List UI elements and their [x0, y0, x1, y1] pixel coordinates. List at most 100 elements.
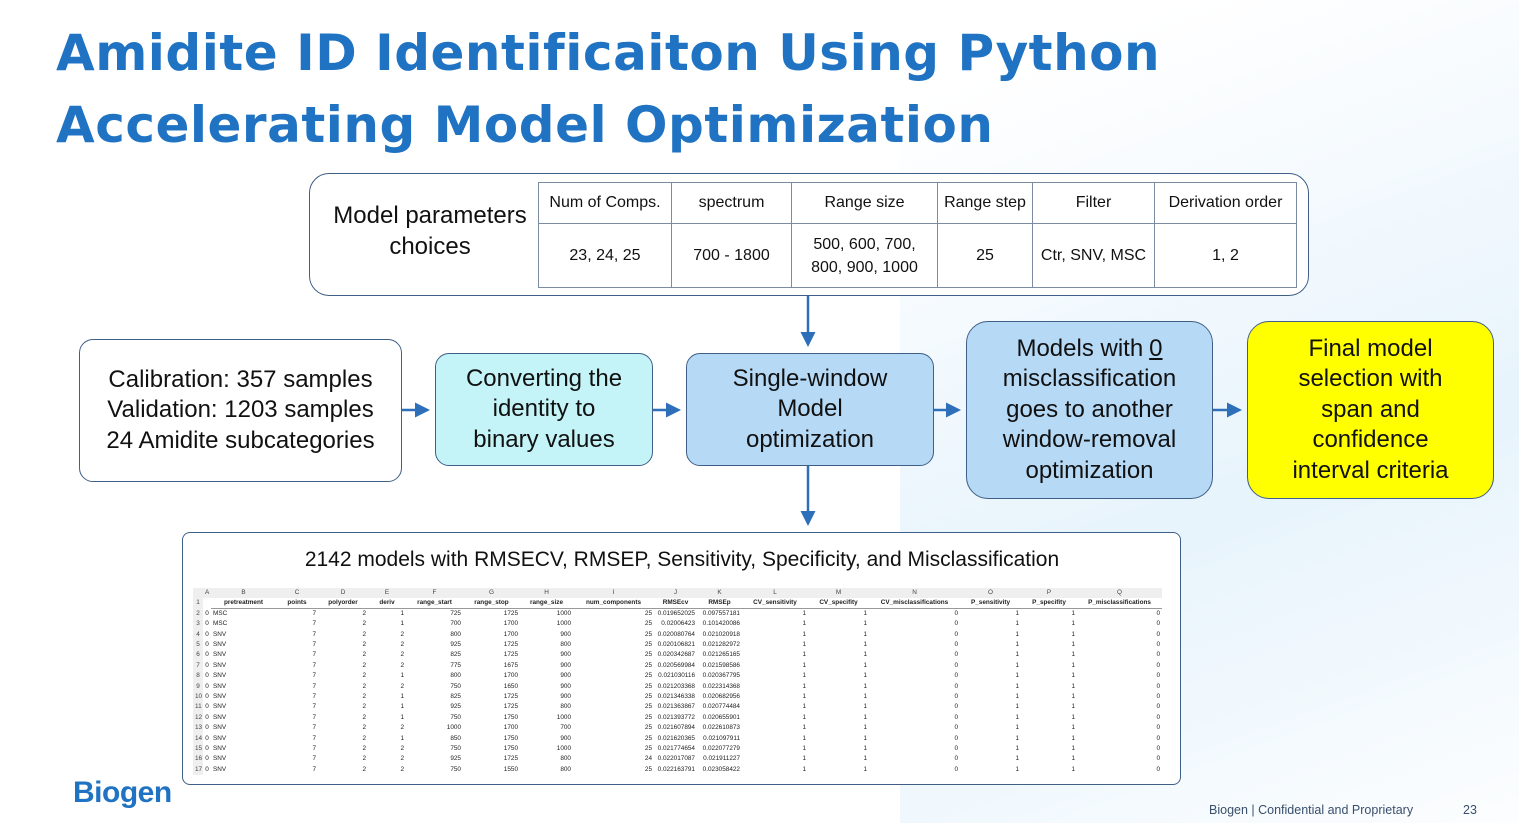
sheet-cell: 0.022017087 — [657, 755, 695, 763]
box-line: interval criteria — [1292, 456, 1449, 484]
sheet-cell: SNV — [213, 734, 227, 742]
sheet-cell: 900 — [560, 651, 571, 659]
sheet-cell: 2 — [400, 641, 404, 648]
row-number: 10 — [193, 692, 203, 703]
sheet-cell: 1 — [1015, 745, 1019, 752]
column-header: deriv — [368, 598, 406, 609]
sheet-cell: 0.021020918 — [702, 630, 740, 638]
sheet-cell: 1000 — [556, 609, 571, 617]
sheet-cell: 1 — [802, 693, 806, 700]
sheet-cell: 0 — [205, 641, 209, 648]
sheet-cell: 1 — [802, 703, 806, 711]
spreadsheet: A B C D E F G H I J K L M N O P Q 1 pretreatment points poly… — [193, 588, 1173, 778]
sheet-cell: 925 — [450, 703, 461, 711]
sheet-cell: 0 — [1156, 630, 1160, 638]
sheet-cell: 0 — [205, 661, 209, 669]
sheet-cell: 1 — [1071, 693, 1075, 700]
sheet-cell: 0 — [954, 734, 958, 742]
sheet-cell: 0 — [954, 745, 958, 752]
sheet-cell: 1 — [802, 734, 806, 742]
sheet-cell: 0 — [954, 651, 958, 659]
results-caption: 2142 models with RMSECV, RMSEP, Sensitiv… — [304, 548, 1060, 571]
sheet-cell: 0.097557181 — [702, 609, 740, 617]
sheet-cell: 1550 — [503, 765, 518, 773]
sheet-cell: 1 — [802, 713, 806, 721]
sheet-cell: 0 — [205, 724, 209, 732]
column-letter: Q — [1077, 588, 1162, 599]
sheet-cell: 1 — [1071, 651, 1075, 659]
sheet-cell: 2 — [362, 682, 366, 690]
row-number: 14 — [193, 733, 203, 744]
sheet-cell: SNV — [213, 672, 227, 680]
sheet-cell: 0.019652025 — [657, 609, 695, 617]
sheet-cell: 1 — [1071, 703, 1075, 711]
sheet-cell: 775 — [450, 661, 461, 669]
sheet-cell: 850 — [450, 734, 461, 742]
sheet-cell: 0.021097911 — [703, 734, 740, 742]
sheet-cell: 7 — [312, 693, 316, 700]
sheet-cell: 1700 — [503, 630, 518, 638]
sheet-cell: 1000 — [556, 620, 571, 628]
sheet-cell: 0.022077279 — [702, 745, 740, 752]
box-line: Final model — [1308, 334, 1433, 362]
table-cell: 25 — [937, 223, 1033, 288]
sheet-cell: 24 — [644, 755, 652, 763]
table-cell: Ctr, SNV, MSC — [1032, 223, 1155, 288]
sheet-cell: 1 — [1071, 682, 1075, 690]
page-number: 23 — [1463, 803, 1477, 817]
box-text: Models with — [1016, 334, 1144, 362]
sheet-cell: 1 — [802, 724, 806, 732]
sheet-cell: 0.021030116 — [658, 672, 695, 680]
sheet-cell: 0.021774654 — [657, 745, 695, 752]
sheet-cell: 7 — [312, 630, 316, 638]
sheet-cell: 7 — [312, 755, 316, 763]
sheet-cell: 7 — [312, 765, 316, 773]
sheet-cell: 0 — [954, 755, 958, 763]
column-letter: J — [654, 588, 697, 599]
box-line: goes to another — [1006, 395, 1173, 423]
column-header: CV_sensitivity — [742, 598, 808, 609]
sheet-cell: 1700 — [503, 672, 518, 680]
sheet-cell: 0 — [1156, 651, 1160, 659]
column-letter: F — [406, 588, 463, 599]
sheet-cell: SNV — [213, 765, 227, 773]
sheet-cell: 1 — [1071, 724, 1075, 732]
sheet-cell: 0 — [954, 620, 958, 628]
sheet-cell: 0.022163791 — [657, 765, 695, 773]
sheet-cell: 0.021607894 — [657, 724, 695, 732]
sheet-cell: 2 — [400, 682, 404, 690]
sheet-cell: 0 — [954, 682, 958, 690]
table-cell: 23, 24, 25 — [538, 223, 672, 288]
sheet-cell: 700 — [560, 724, 571, 732]
sheet-cell: 0 — [1156, 682, 1160, 690]
sheet-cell: 1 — [1015, 713, 1019, 721]
sheet-cell: 1700 — [503, 724, 518, 732]
sheet-cell: 750 — [450, 745, 461, 752]
parameters-label: Model parameters choices — [333, 202, 527, 260]
sheet-cell: 1 — [1015, 609, 1019, 617]
sheet-cell: SNV — [213, 693, 227, 700]
sheet-cell: 2 — [362, 734, 366, 742]
sheet-cell: 0 — [205, 713, 209, 721]
sheet-cell: 2 — [362, 651, 366, 659]
sheet-cell: 2 — [362, 703, 366, 711]
sheet-cell: 0 — [1156, 765, 1160, 773]
sheet-cell: SNV — [213, 661, 227, 669]
sheet-cell: 1 — [802, 651, 806, 659]
table-header-cell: Num of Comps. — [538, 182, 672, 224]
sheet-cell: 1 — [1071, 641, 1075, 648]
sheet-cell: 2 — [362, 745, 366, 752]
sheet-cell: 0 — [1156, 734, 1160, 742]
sheet-cell: 1 — [1015, 630, 1019, 638]
sheet-cell: 750 — [450, 765, 461, 773]
sheet-cell: 0 — [1156, 745, 1160, 752]
column-header: num_components — [573, 598, 654, 609]
column-header: pretreatment — [211, 598, 276, 609]
sheet-cell: 1750 — [503, 745, 518, 752]
sheet-cell: 0 — [205, 672, 209, 680]
box-line: Model — [777, 395, 843, 423]
sheet-cell: 1 — [863, 682, 867, 690]
sheet-cell: SNV — [213, 745, 227, 752]
sheet-cell: 800 — [450, 672, 461, 680]
